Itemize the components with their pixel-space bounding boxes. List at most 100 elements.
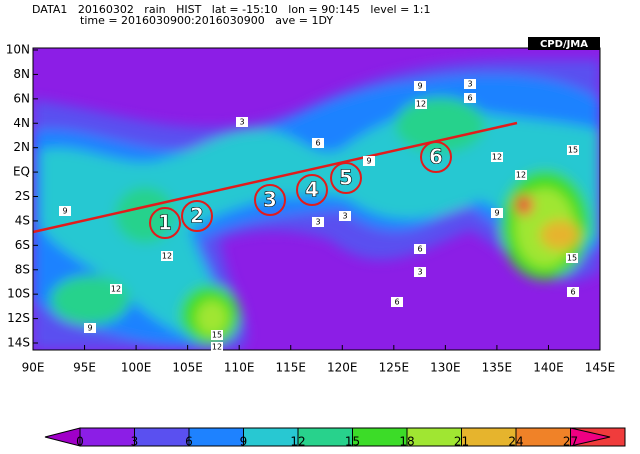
colorbar-label: 18: [399, 435, 414, 449]
lat-label: 2N: [13, 140, 30, 154]
marker-number: 1: [158, 211, 172, 235]
marker-number: 2: [190, 204, 204, 228]
marker-circle: [254, 184, 286, 216]
lat-label: EQ: [13, 165, 30, 179]
colorbar-arrow: [570, 427, 611, 447]
colorbar-label: 9: [240, 435, 248, 449]
lat-label: 4N: [13, 116, 30, 130]
lon-label: 90E: [22, 361, 45, 375]
lon-label: 145E: [585, 361, 616, 375]
header-line: time = 2016030900:2016030900 ave = 1DY: [80, 14, 333, 27]
contour-label: 3: [315, 218, 320, 227]
lon-label: 95E: [73, 361, 96, 375]
contour-label: 6: [467, 94, 472, 103]
marker-circle: [296, 174, 328, 206]
contour-label-box: [236, 117, 248, 127]
colorbar-label: 12: [290, 435, 305, 449]
contour-label-box: [414, 267, 426, 277]
lon-label: 135E: [482, 361, 513, 375]
colorbar-label: 24: [508, 435, 523, 449]
contour-label: 6: [315, 139, 320, 148]
contour-label: 12: [492, 153, 502, 162]
contour-label: 9: [366, 157, 371, 166]
marker-circle: [181, 200, 213, 232]
contour-label: 12: [162, 252, 172, 261]
contour-label: 3: [467, 80, 472, 89]
contour-label-box: [415, 99, 427, 109]
contour-label-box: [414, 81, 426, 91]
contour-label-box: [211, 342, 223, 352]
contour-label-box: [414, 244, 426, 254]
marker-number: 4: [305, 178, 319, 202]
contour-label-box: [59, 206, 71, 216]
contour-label-box: [464, 93, 476, 103]
header-line: DATA1 20160302 rain HIST lat = -15:10 lo…: [32, 3, 431, 16]
credit-box: [528, 37, 600, 50]
marker-number: 6: [429, 145, 443, 169]
contour-label: 6: [570, 288, 575, 297]
colorbar-segment: [134, 427, 190, 447]
colorbar-label: 15: [345, 435, 360, 449]
contour-label: 12: [516, 171, 526, 180]
marker-circle: [149, 207, 181, 239]
lat-label: 4S: [15, 213, 30, 227]
lat-axis: 10N 8N 6N 4N 2N EQ 2S 4S 6S 8S 10S 12S 14S: [6, 43, 38, 350]
contour-label-box: [464, 79, 476, 89]
colorbar-segment: [79, 427, 135, 447]
colorbar-label: 0: [76, 435, 84, 449]
marker-circle: [420, 141, 452, 173]
lat-label: 2S: [15, 189, 30, 203]
contour-label-box: [491, 152, 503, 162]
contour-label: 12: [212, 343, 222, 352]
colorbar-label: 6: [185, 435, 193, 449]
contour-label: 15: [212, 331, 222, 340]
contour-label-box: [211, 330, 223, 340]
contour-label: 6: [394, 298, 399, 307]
contour-label: 15: [568, 146, 578, 155]
contour-label-box: [515, 170, 527, 180]
plot-frame: [32, 47, 601, 351]
contour-label: 12: [416, 100, 426, 109]
contour-label: 3: [342, 212, 347, 221]
lon-label: 120E: [327, 361, 358, 375]
lat-label: 10N: [6, 43, 30, 57]
marker-circle: [330, 162, 362, 194]
colorbar-arrow: [44, 427, 81, 447]
contour-label: 9: [417, 82, 422, 91]
marker-number: 3: [263, 188, 277, 212]
colorbar-label: 21: [454, 435, 469, 449]
markers: 1 2 3 4 5 6: [149, 141, 452, 239]
contour-label: 12: [111, 285, 121, 294]
lon-label: 115E: [275, 361, 306, 375]
contour-label-box: [566, 253, 578, 263]
contour-label-box: [567, 287, 579, 297]
contour-label-box: [312, 138, 324, 148]
contour-label-box: [339, 211, 351, 221]
contour-label: 9: [87, 324, 92, 333]
contour-label: 3: [417, 268, 422, 277]
contour-label: 9: [494, 209, 499, 218]
colorbar-label: 3: [131, 435, 139, 449]
contour-label: 3: [239, 118, 244, 127]
lat-label: 8N: [13, 67, 30, 81]
lon-label: 125E: [379, 361, 410, 375]
lat-label: 6S: [15, 238, 30, 252]
contour-label-box: [110, 284, 122, 294]
lon-label: 100E: [121, 361, 152, 375]
lat-label: 10S: [7, 287, 30, 301]
contour-label: 6: [417, 245, 422, 254]
contour-label-box: [312, 217, 324, 227]
contour-label-box: [391, 297, 403, 307]
lon-label: 140E: [533, 361, 564, 375]
lon-axis: 90E 95E 100E 105E 110E 115E 120E 125E 130E 135E 14…: [22, 345, 616, 375]
contour-label-box: [363, 156, 375, 166]
contour-label: 9: [62, 207, 67, 216]
rain-field: [33, 48, 600, 350]
lat-label: 8S: [15, 262, 30, 276]
lat-label: 6N: [13, 91, 30, 105]
lon-label: 130E: [430, 361, 461, 375]
contour-label-box: [161, 251, 173, 261]
colorbar-segment: [188, 427, 244, 447]
